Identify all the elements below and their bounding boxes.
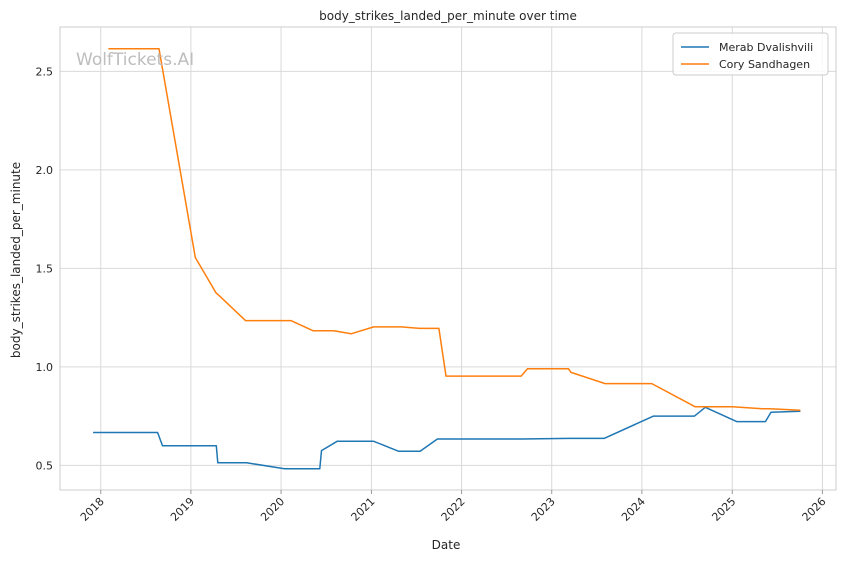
- y-tick-label: 1.0: [36, 361, 54, 374]
- legend-box: [672, 32, 829, 76]
- plot-frame: [59, 26, 837, 491]
- y-tick-label: 2.0: [36, 164, 54, 177]
- series-line-1: [93, 406, 801, 470]
- x-axis-label: Date: [432, 538, 461, 552]
- y-tick-label: 1.5: [36, 262, 54, 275]
- chart-title: body_strikes_landed_per_minute over time: [319, 9, 577, 23]
- gridlines: [60, 27, 836, 490]
- series-layer: [93, 47, 801, 470]
- legend: Merab Dvalishvili Cory Sandhagen: [672, 32, 829, 76]
- legend-label: Cory Sandhagen: [719, 58, 810, 71]
- series-line-2: [108, 47, 801, 411]
- y-tick-label: 2.5: [36, 65, 54, 78]
- y-tick-label: 0.5: [36, 459, 54, 472]
- watermark-text: WolfTickets.AI: [76, 50, 194, 70]
- y-axis: 0.5 1.0 1.5 2.0 2.5: [36, 65, 54, 472]
- y-axis-label: body_strikes_landed_per_minute: [9, 162, 23, 358]
- legend-label: Merab Dvalishvili: [719, 41, 813, 54]
- plot-area: [60, 27, 836, 490]
